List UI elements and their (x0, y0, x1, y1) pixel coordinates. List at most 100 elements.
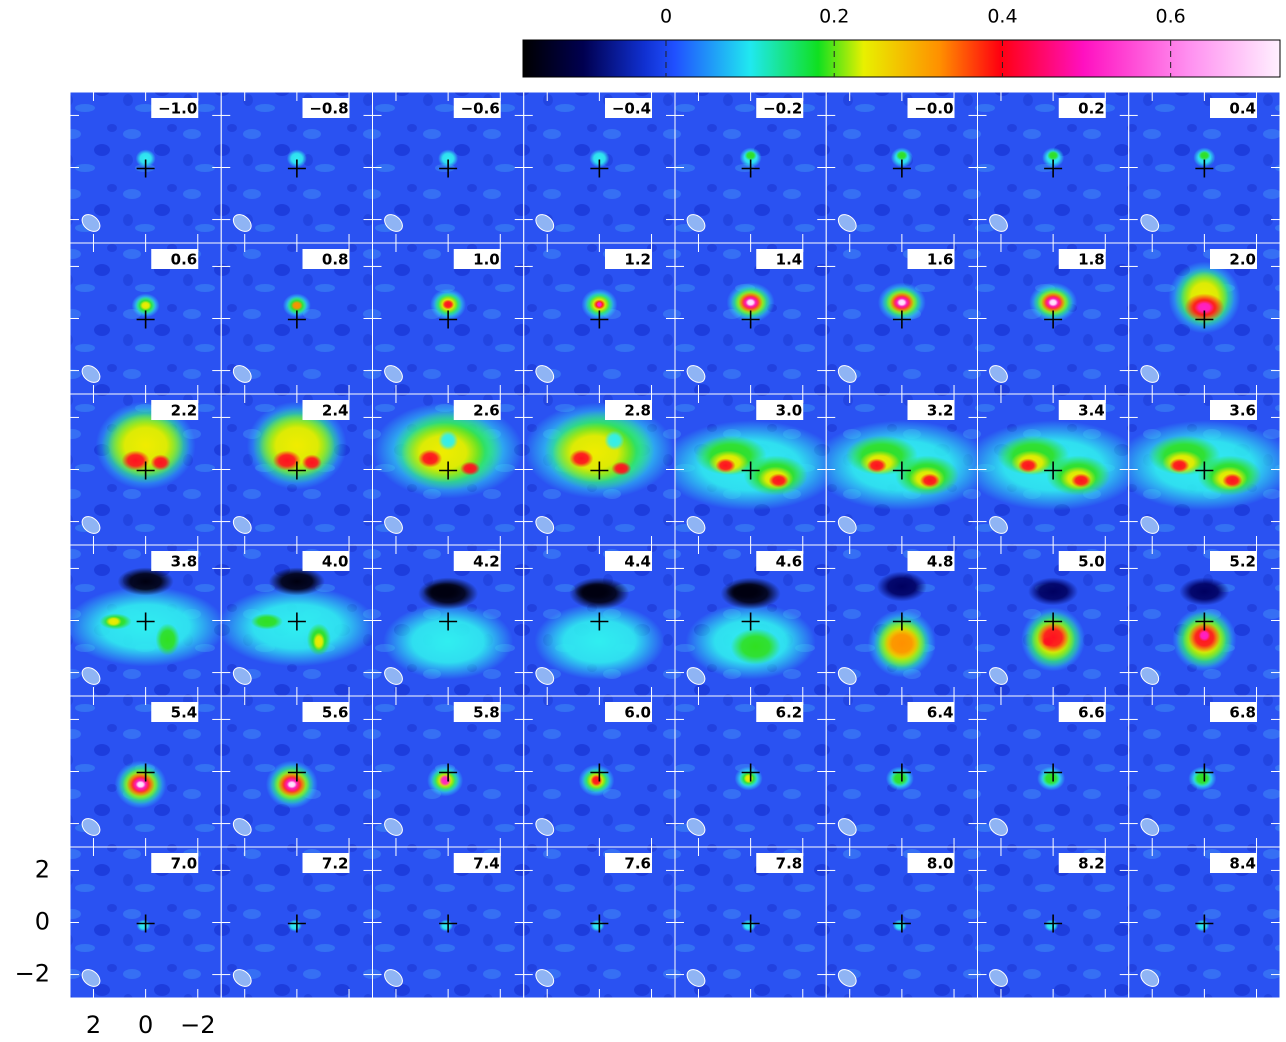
velocity-label: 2.2 (171, 402, 198, 420)
center-cross (136, 612, 155, 631)
beam (686, 969, 706, 987)
emission (895, 150, 908, 161)
emission (438, 430, 459, 451)
channel-panel: 3.6 (1128, 393, 1281, 546)
center-cross (136, 763, 155, 782)
beam (989, 667, 1008, 685)
channel-panel: 4.4 (523, 544, 676, 697)
beam (989, 214, 1008, 232)
velocity-label: 6.4 (927, 704, 954, 722)
velocity-label: 7.4 (473, 855, 500, 873)
channel-panel: 3.8 (69, 544, 222, 697)
emission (604, 430, 625, 451)
label-box (605, 249, 652, 269)
label-box (756, 853, 804, 873)
velocity-label: 1.4 (776, 251, 803, 269)
center-cross (590, 914, 609, 933)
center-cross (439, 159, 458, 178)
label-box (1058, 702, 1106, 722)
label-box (756, 702, 804, 722)
center-cross (287, 461, 306, 480)
center-cross (892, 612, 911, 631)
label-box (1210, 853, 1257, 873)
center-cross (590, 612, 609, 631)
velocity-label: −0.8 (309, 100, 348, 118)
beam (837, 214, 857, 232)
channel-panel: −0.4 (523, 91, 676, 244)
emission (121, 450, 150, 471)
emission (301, 454, 322, 471)
velocity-label: 1.6 (927, 251, 954, 269)
label-box (756, 551, 804, 571)
label-box (1058, 551, 1106, 571)
emission (150, 454, 171, 471)
emission (290, 300, 303, 311)
velocity-label: −0.6 (461, 100, 500, 118)
channel-panel: 7.8 (674, 846, 827, 999)
emission (439, 774, 452, 787)
channel-panel: 7.2 (220, 846, 373, 999)
emission (383, 603, 514, 680)
label-box (453, 400, 501, 420)
emission (442, 299, 455, 310)
velocity-label: 3.0 (776, 402, 803, 420)
label-box (302, 98, 350, 118)
velocity-label: 6.6 (1078, 704, 1105, 722)
center-cross (287, 763, 306, 782)
panel-image (372, 394, 524, 545)
label-box (453, 98, 501, 118)
velocity-label: 5.0 (1078, 553, 1105, 571)
label-box (1058, 400, 1106, 420)
velocity-label: 5.6 (322, 704, 349, 722)
center-cross (439, 612, 458, 631)
beam (535, 214, 555, 232)
label-box (907, 853, 955, 873)
velocity-label: 6.2 (776, 704, 803, 722)
channel-panel: 2.8 (523, 393, 676, 546)
emission (286, 149, 307, 168)
emission (155, 623, 180, 656)
x-tick-label: 0 (138, 1011, 153, 1039)
label-box (302, 702, 350, 722)
emission (1042, 770, 1061, 787)
label-box (1210, 400, 1257, 420)
label-box (907, 400, 955, 420)
center-cross (136, 310, 155, 329)
panel-image (221, 545, 373, 696)
velocity-label: 0.2 (1078, 100, 1105, 118)
velocity-label: 3.8 (171, 553, 198, 571)
channel-panel: 7.4 (372, 846, 525, 999)
channel-panel: 1.6 (825, 242, 978, 395)
channel-panel: 4.6 (674, 544, 827, 697)
channel-panel: −0.0 (825, 91, 978, 244)
channel-panel: −0.8 (220, 91, 373, 244)
channel-panel: 5.0 (977, 544, 1130, 697)
emission (896, 298, 907, 307)
label-box (756, 400, 804, 420)
label-box (1210, 249, 1257, 269)
channel-panel: 2.4 (220, 393, 373, 546)
beam (686, 365, 706, 383)
beam (686, 214, 706, 232)
velocity-label: 4.2 (473, 553, 500, 571)
beam (232, 667, 252, 685)
beam (384, 516, 403, 534)
panel-image (1128, 243, 1280, 394)
velocity-label: 0.6 (171, 251, 198, 269)
beam (1140, 818, 1160, 836)
velocity-label: −0.4 (612, 100, 651, 118)
label-box (151, 249, 199, 269)
beam (384, 969, 403, 987)
velocity-label: 5.4 (171, 704, 198, 722)
velocity-label: 3.6 (1229, 402, 1256, 420)
center-cross (439, 914, 458, 933)
emission (1048, 298, 1059, 307)
beam (989, 818, 1008, 836)
velocity-label: 4.0 (322, 553, 349, 571)
velocity-label: 0.8 (322, 251, 349, 269)
emission (117, 567, 174, 596)
velocity-label: −1.0 (158, 100, 197, 118)
emission (1044, 919, 1059, 932)
center-cross (892, 763, 911, 782)
channel-panel: 5.4 (69, 695, 222, 848)
